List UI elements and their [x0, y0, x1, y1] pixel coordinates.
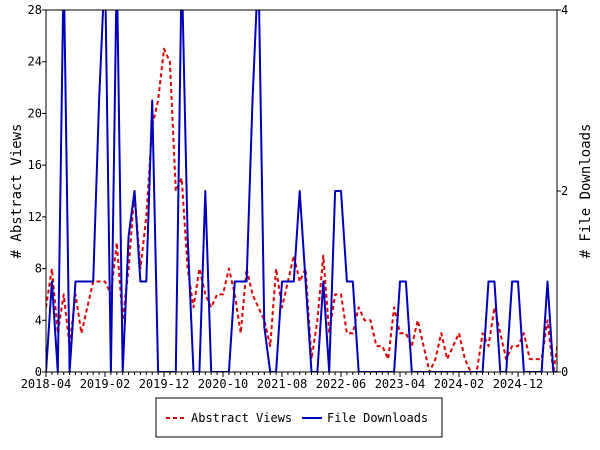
y-tick-label-left: 8 [35, 262, 42, 276]
legend: Abstract Views File Downloads [155, 397, 443, 438]
series-line-file-downloads [46, 10, 557, 372]
y-tick-label-left: 4 [35, 313, 42, 327]
x-tick-label: 2018-04 [21, 377, 72, 391]
x-tick-label: 2020-10 [198, 377, 249, 391]
x-tick-label: 2023-04 [375, 377, 426, 391]
y-tick-label-right: 0 [561, 365, 568, 379]
y-tick-label-left: 12 [28, 210, 42, 224]
x-tick-label: 2024-02 [434, 377, 485, 391]
y-tick-label-right: 4 [561, 3, 568, 17]
x-tick-label: 2024-12 [493, 377, 544, 391]
y-tick-label-left: 20 [28, 106, 42, 120]
legend-label-file-downloads: File Downloads [327, 411, 428, 425]
legend-label-abstract-views: Abstract Views [191, 411, 292, 425]
y-axis-label-right: # File Downloads [578, 124, 594, 259]
x-tick-label: 2019-02 [80, 377, 131, 391]
x-tick-label: 2021-08 [257, 377, 308, 391]
y-tick-label-right: 2 [561, 184, 568, 198]
y-tick-label-left: 28 [28, 3, 42, 17]
y-tick-label-left: 16 [28, 158, 42, 172]
x-tick-label: 2022-06 [316, 377, 367, 391]
x-tick-label: 2019-12 [139, 377, 190, 391]
y-axis-label-left: # Abstract Views [9, 124, 25, 259]
y-tick-label-left: 24 [28, 55, 42, 69]
y-tick-label-left: 0 [35, 365, 42, 379]
legend-box [155, 397, 443, 438]
